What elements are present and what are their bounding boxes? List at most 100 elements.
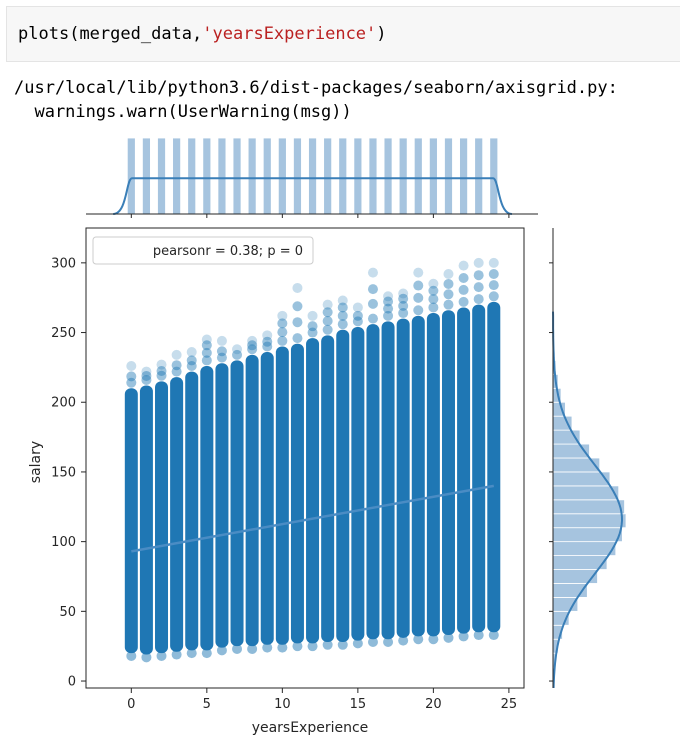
scatter-column-body (441, 310, 455, 636)
top-hist-bar (187, 137, 197, 215)
scatter-column-0 (124, 361, 138, 661)
scatter-point (322, 324, 333, 335)
top-hist-bar (398, 137, 408, 215)
scatter-point (473, 257, 484, 268)
top-hist-bar (262, 137, 272, 215)
scatter-point (367, 284, 378, 295)
scatter-point (232, 344, 243, 355)
scatter-point (201, 648, 212, 659)
scatter-point (277, 327, 288, 338)
top-hist-bar (444, 137, 453, 215)
scatter-point (186, 648, 197, 659)
scatter-point (126, 361, 137, 371)
scatter-point (398, 308, 409, 319)
scatter-column-5 (200, 334, 214, 659)
scatter-point (413, 305, 424, 316)
scatter-point (383, 310, 394, 321)
scatter-point (473, 294, 484, 305)
scatter-point (156, 650, 167, 661)
scatter-point (201, 347, 212, 358)
scatter-point (367, 267, 378, 278)
y-tick-label: 0 (68, 675, 76, 690)
scatter-point (141, 374, 152, 385)
scatter-point (171, 366, 182, 377)
scatter-column-8 (245, 335, 259, 654)
scatter-point (413, 634, 424, 645)
scatter-column-body (200, 366, 214, 651)
scatter-point (216, 645, 227, 656)
scatter-point (292, 282, 303, 293)
scatter-point (126, 371, 137, 382)
right-kde-curve (552, 311, 624, 689)
scatter-point (322, 639, 333, 650)
scatter-point (322, 307, 333, 318)
top-hist-bar (383, 137, 393, 215)
scatter-point (141, 370, 152, 381)
scatter-column-body (487, 301, 501, 633)
scatter-column-20 (426, 278, 440, 645)
scatter-point (232, 643, 243, 654)
scatter-column-body (170, 377, 184, 652)
scatter-point (413, 292, 424, 303)
y-tick-label: 250 (51, 326, 76, 341)
scatter-point (383, 637, 394, 647)
scatter-point (171, 360, 182, 371)
scatter-point (443, 299, 454, 310)
scatter-point (488, 257, 499, 268)
scatter-column-21 (441, 269, 455, 643)
top-hist-bar (277, 137, 287, 215)
scatter-point (337, 302, 348, 313)
scatter-point (171, 649, 182, 660)
top-hist-bar (428, 137, 438, 215)
scatter-point (413, 280, 424, 291)
scatter-point (352, 302, 363, 313)
scatter-column-4 (185, 347, 199, 659)
scatter-column-15 (351, 302, 365, 649)
legend: pearsonr = 0.38; p = 0 (92, 236, 314, 265)
scatter-point (247, 335, 258, 346)
y-tick-label: 300 (51, 256, 76, 271)
scatter-point (413, 267, 424, 278)
top-hist-bar (293, 137, 302, 215)
code-comma: , (192, 24, 203, 44)
scatter-point (156, 365, 167, 376)
code-cell[interactable]: plots(merged_data,'yearsExperience') (6, 6, 680, 62)
right-hist-bar (552, 457, 601, 473)
scatter-column-18 (396, 288, 410, 646)
scatter-point (398, 635, 409, 646)
x-tick-label: 5 (203, 697, 211, 712)
scatter-point (292, 301, 303, 312)
scatter-column-body (426, 313, 440, 637)
scatter-point (352, 310, 363, 321)
scatter-point (322, 299, 333, 310)
scatter-point (201, 340, 212, 351)
scatter-column-body (472, 304, 486, 633)
scatter-point (428, 634, 439, 645)
x-tick-label: 10 (274, 697, 291, 712)
scatter-point (458, 296, 469, 307)
scatter-point (216, 346, 227, 357)
top-hist-bar (308, 137, 317, 215)
scatter-point (488, 630, 499, 641)
right-hist-bar (552, 569, 598, 584)
scatter-point (337, 310, 348, 321)
right-hist-bar (552, 513, 627, 529)
scatter-column-body (306, 338, 320, 644)
scatter-point (337, 319, 348, 330)
scatter-point (458, 260, 469, 271)
regression-line-path (131, 484, 495, 553)
scatter-column-3 (170, 349, 184, 660)
top-hist-bar (172, 137, 182, 215)
scatter-point (307, 327, 318, 338)
scatter-column-12 (306, 310, 320, 652)
code-line: plots(merged_data,'yearsExperience') (18, 24, 387, 44)
plot-frame (85, 227, 525, 689)
scatter-point (352, 316, 363, 327)
scatter-column-body (290, 343, 304, 644)
scatter-point (428, 285, 439, 296)
scatter-column-body (321, 335, 335, 642)
scatter-column-body (396, 318, 410, 638)
scatter-point (337, 295, 348, 306)
scatter-column-body (245, 354, 259, 647)
scatter-plot: 0 5 10 15 20 25 0 50 100 150 200 250 300 pearsonr =… (28, 227, 525, 736)
